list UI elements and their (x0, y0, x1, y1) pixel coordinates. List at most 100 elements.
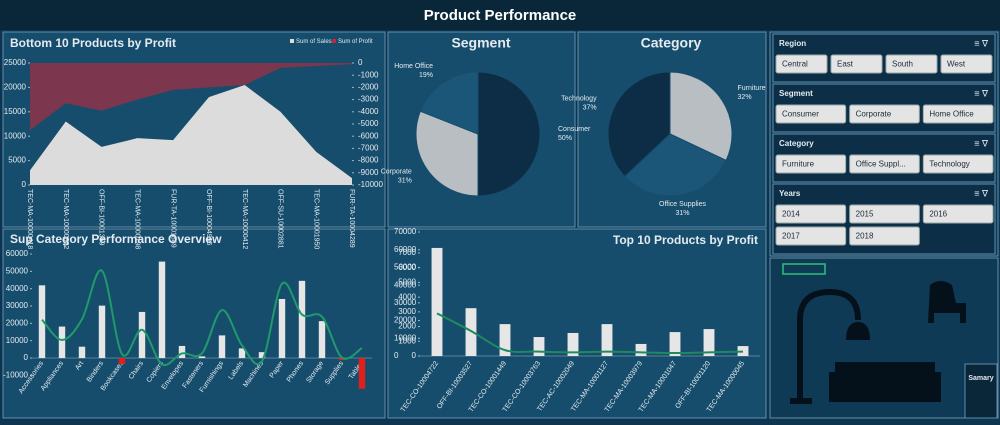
y2-tick-label: 6000 (398, 263, 416, 272)
y2-tick-label: -2000 (358, 83, 379, 92)
bar (298, 280, 306, 359)
panel (387, 228, 767, 419)
bar (567, 332, 579, 356)
y2-tick-label: -7000 (358, 144, 379, 153)
bar (98, 305, 106, 359)
y2-tick-label: 1000 (398, 336, 416, 345)
bar (58, 326, 66, 359)
y-tick-label: 30000 (6, 301, 29, 310)
slicer-item[interactable]: Furniture (782, 160, 815, 169)
y-tick-label: 0 (22, 180, 27, 189)
y-tick-label: -10000 (3, 370, 28, 379)
y-tick-label: 0 (394, 351, 399, 360)
pie-value-label: 19% (419, 72, 433, 79)
slicer-button[interactable] (885, 54, 938, 74)
slicer-button[interactable] (775, 54, 828, 74)
bar (78, 346, 86, 359)
y2-tick-label: -3000 (358, 95, 379, 104)
bar (601, 324, 613, 356)
summary-button[interactable] (964, 363, 998, 419)
slicer-button[interactable] (849, 204, 920, 224)
bar (669, 332, 681, 356)
legend-label: Sum of Profit (338, 39, 373, 45)
title-bar (0, 0, 1000, 30)
slicer-button[interactable] (830, 54, 883, 74)
slicer-item[interactable]: 2016 (929, 210, 947, 219)
y2-tick-label: -6000 (358, 131, 379, 140)
y2-tick-label: 5000 (398, 278, 416, 287)
y-tick-label: 15000 (4, 107, 27, 116)
y-tick-label: 25000 (4, 58, 27, 67)
x-tick-label: OFF-SU-10002881 (277, 189, 284, 249)
slicer-item[interactable]: East (837, 60, 854, 69)
slicer-button[interactable] (775, 226, 847, 246)
x-tick-label: OFF-BI-10001359 (98, 189, 105, 246)
slicer-item[interactable]: Consumer (782, 110, 819, 119)
area (30, 63, 352, 131)
slicer-item[interactable]: 2017 (782, 232, 800, 241)
slicer-item[interactable]: Central (782, 60, 808, 69)
slicer-title: Segment (779, 89, 813, 98)
bar (258, 352, 266, 359)
pie-value-label: 31% (676, 210, 690, 217)
slicer-item[interactable]: Home Office (929, 110, 974, 119)
slicer-button[interactable] (849, 226, 920, 246)
line (436, 312, 744, 355)
slicer-button[interactable] (940, 54, 993, 74)
pie-value-label: 37% (583, 105, 597, 112)
pie-label: Office Supplies (659, 201, 706, 208)
chart-title: Sup Category Performance Overview (10, 232, 222, 246)
y2-tick-label: 0 (412, 351, 417, 360)
slicer-button[interactable] (775, 154, 847, 174)
y2-tick-label: -8000 (358, 156, 379, 165)
bar (218, 335, 226, 359)
slicer-item[interactable]: Corporate (856, 110, 892, 119)
y2-tick-label: -1000 (358, 70, 379, 79)
bar (533, 337, 545, 356)
y-tick-label: 20000 (394, 316, 417, 325)
slicer-item[interactable]: 2015 (856, 210, 874, 219)
slicer-button[interactable] (922, 204, 994, 224)
x-tick-label: FUR-TA-10004289 (348, 189, 355, 248)
slicer-title: Category (779, 139, 814, 148)
lamp-shade (846, 322, 870, 340)
slicer-item[interactable]: 2014 (782, 210, 800, 219)
decor-box (782, 263, 826, 275)
slicer-button[interactable] (775, 204, 847, 224)
y2-tick-label: 0 (358, 58, 363, 67)
y-tick-label: 10000 (394, 333, 417, 342)
armchair (928, 281, 966, 323)
summary-label[interactable]: Samary (968, 375, 993, 382)
y2-tick-label: 7000 (398, 248, 416, 257)
pie-slice (669, 71, 733, 162)
y-tick-label: 20000 (4, 83, 27, 92)
y-tick-label: 50000 (6, 266, 29, 275)
slicer-button[interactable] (849, 154, 920, 174)
bar (318, 321, 326, 359)
x-tick-label: TEC-MA-10001950 (312, 189, 319, 249)
y2-tick-label: -9000 (358, 168, 379, 177)
slicer-item[interactable]: 2018 (856, 232, 874, 241)
y-tick-label: 50000 (394, 263, 417, 272)
panel (2, 228, 386, 419)
slicer-button[interactable] (775, 104, 847, 124)
slicer-item[interactable]: South (892, 60, 913, 69)
bar (138, 311, 146, 359)
slicer-icons: ≡ ∇ (974, 38, 989, 48)
bar (703, 329, 715, 356)
slicer-button[interactable] (922, 154, 994, 174)
line (41, 269, 363, 367)
slicer-icons: ≡ ∇ (974, 138, 989, 148)
slicer-item[interactable]: West (947, 60, 966, 69)
slicer-button[interactable] (922, 104, 994, 124)
slicer-item[interactable]: Office Suppl... (856, 160, 906, 169)
chart-title: Category (641, 35, 702, 51)
slicer-item[interactable]: Technology (929, 160, 969, 169)
y2-tick-label: -10000 (358, 180, 383, 189)
slicer-button[interactable] (849, 104, 920, 124)
x-tick-label: OFF-BI-10004995 (205, 189, 212, 246)
bar (238, 348, 246, 359)
bar (158, 261, 166, 359)
page-title: Product Performance (424, 7, 577, 24)
pie-label: Corporate (381, 169, 412, 176)
